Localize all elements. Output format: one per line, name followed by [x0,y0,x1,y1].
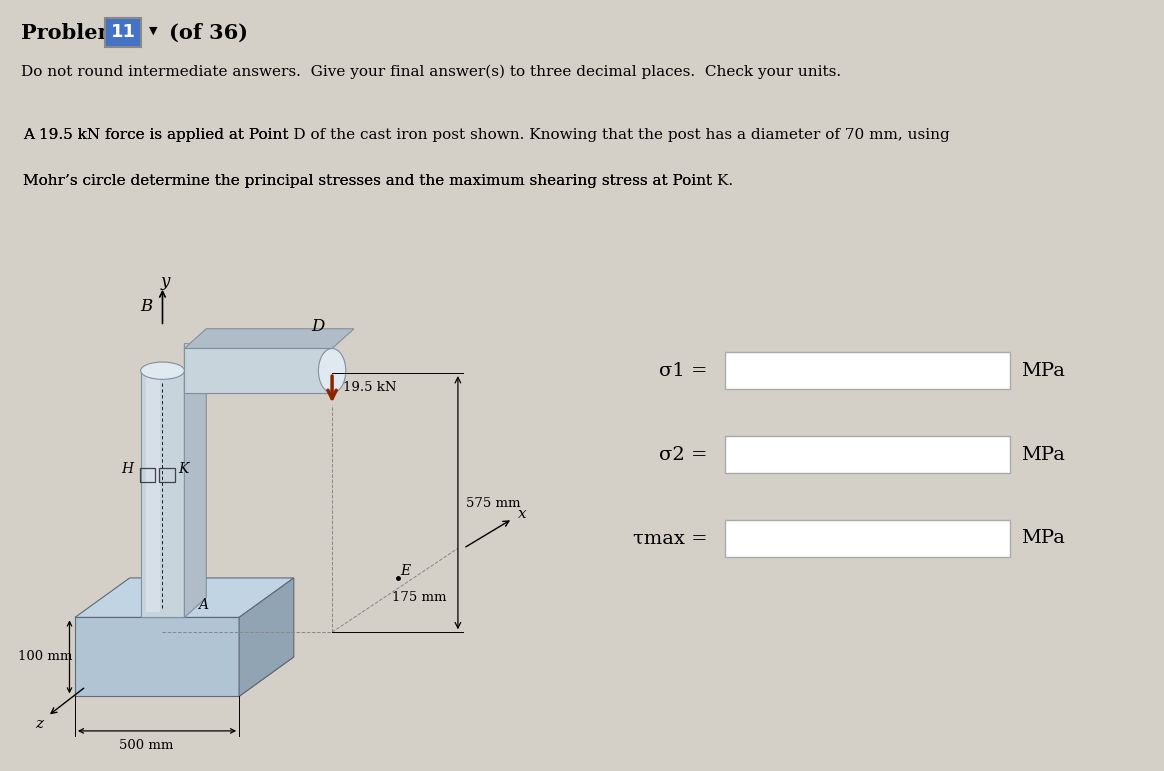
Polygon shape [74,578,293,618]
Text: z: z [35,716,43,730]
Polygon shape [184,373,332,393]
Polygon shape [239,578,293,696]
Polygon shape [184,328,354,348]
Ellipse shape [141,362,184,379]
Text: 11: 11 [111,23,135,41]
Text: MPa: MPa [1021,530,1065,547]
Text: MPa: MPa [1021,362,1065,379]
Ellipse shape [319,348,346,393]
Polygon shape [74,618,239,696]
Text: 19.5 kN: 19.5 kN [343,382,397,395]
Bar [724,436,1009,473]
Text: H: H [121,463,133,476]
Text: Problem:: Problem: [21,23,127,43]
Text: (of 36): (of 36) [169,23,248,43]
Text: A 19.5 kN force is applied at Point: A 19.5 kN force is applied at Point [23,128,293,142]
Text: Mohr’s circle determine the principal stresses and the maximum shearing stress a: Mohr’s circle determine the principal st… [23,174,717,188]
Text: 575 mm: 575 mm [466,497,520,510]
Text: ▼: ▼ [149,26,157,36]
Text: B: B [140,298,152,315]
Text: σ2 =: σ2 = [659,446,708,463]
Text: E: E [400,564,411,577]
Text: A 19.5 kN force is applied at Point ​D​ of the cast iron post shown. Knowing tha: A 19.5 kN force is applied at Point ​D​ … [23,128,950,142]
Text: τmax =: τmax = [633,530,708,547]
Text: x: x [518,507,527,520]
Text: Do not round intermediate answers.  Give your final answer(s) to three decimal p: Do not round intermediate answers. Give … [21,64,842,79]
Bar [724,520,1009,557]
Text: 175 mm: 175 mm [392,591,447,604]
Text: σ1 =: σ1 = [659,362,708,379]
Text: y: y [161,274,170,291]
Text: K: K [178,463,189,476]
Bar [724,352,1009,389]
Wedge shape [184,344,214,371]
Bar [140,468,155,482]
Text: MPa: MPa [1021,446,1065,463]
Polygon shape [147,375,159,612]
Text: A: A [199,598,208,612]
Polygon shape [184,351,206,618]
Text: 500 mm: 500 mm [119,739,173,752]
Polygon shape [74,657,293,696]
Polygon shape [141,371,184,618]
Polygon shape [184,348,332,393]
Text: D: D [312,318,325,335]
Text: 100 mm: 100 mm [17,651,72,663]
Bar [159,468,175,482]
Text: Mohr’s circle determine the principal stresses and the maximum shearing stress a: Mohr’s circle determine the principal st… [23,174,733,188]
